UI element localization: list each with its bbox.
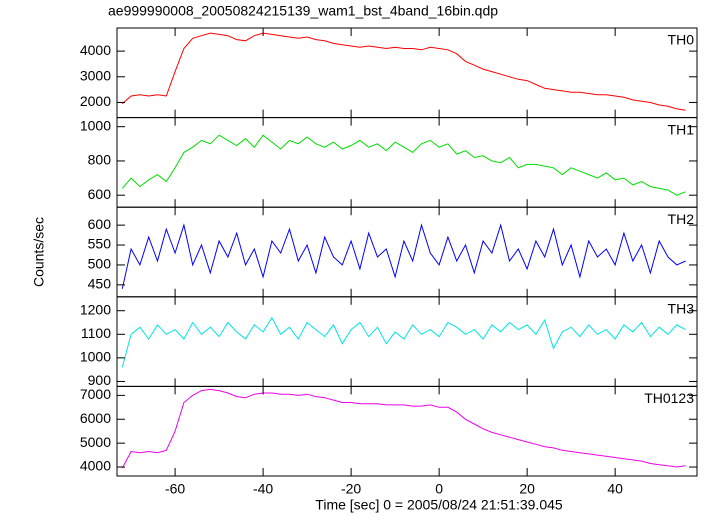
- y-tick-label: 450: [88, 276, 112, 292]
- data-line: [121, 388, 686, 469]
- data-line: [121, 134, 686, 196]
- y-tick-label: 1100: [81, 325, 111, 341]
- y-tick-label: 900: [88, 372, 112, 388]
- y-axis-label: Counts/sec: [31, 217, 47, 287]
- y-tick-label: 2000: [80, 93, 111, 109]
- data-line: [121, 223, 686, 289]
- chart-title: ae999990008_20050824215139_wam1_bst_4ban…: [108, 3, 498, 19]
- x-tick-label: -40: [253, 481, 273, 497]
- panel-frame: [116, 296, 698, 387]
- x-axis-label: Time [sec] 0 = 2005/08/24 21:51:39.045: [315, 497, 563, 513]
- panel-label: TH3: [668, 301, 695, 317]
- panel-frame: [116, 27, 698, 119]
- x-tick-label: 40: [607, 481, 623, 497]
- x-tick-label: -60: [165, 481, 185, 497]
- panel-frame: [116, 117, 698, 208]
- panel-label: TH0123: [644, 390, 694, 406]
- y-tick-label: 6000: [80, 410, 111, 426]
- panel-label: TH1: [668, 121, 695, 137]
- x-tick-label: 0: [435, 481, 443, 497]
- y-tick-label: 600: [88, 186, 112, 202]
- x-tick-label: 20: [519, 481, 535, 497]
- panel-label: TH0: [668, 32, 695, 48]
- y-tick-label: 1200: [80, 301, 111, 317]
- y-tick-label: 550: [88, 236, 112, 252]
- y-tick-label: 500: [88, 256, 112, 272]
- panel-label: TH2: [668, 211, 695, 227]
- panel-frame: [116, 385, 698, 477]
- y-tick-label: 3000: [80, 67, 111, 83]
- x-tick-label: -20: [341, 481, 361, 497]
- y-tick-label: 7000: [80, 386, 111, 402]
- data-line: [121, 32, 686, 111]
- data-line: [121, 316, 686, 368]
- y-tick-label: 4000: [80, 458, 111, 474]
- y-tick-label: 1000: [80, 349, 111, 365]
- y-tick-label: 600: [88, 216, 112, 232]
- y-tick-label: 5000: [80, 434, 111, 450]
- y-tick-label: 1000: [80, 117, 111, 133]
- y-tick-label: 800: [88, 152, 112, 168]
- y-tick-label: 4000: [80, 42, 111, 58]
